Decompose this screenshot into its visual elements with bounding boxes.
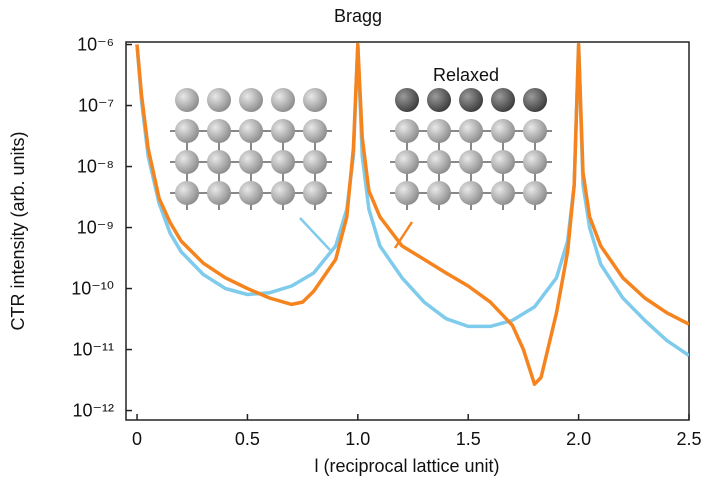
atom [459,88,483,112]
x-tick-label: 0.5 [235,429,260,449]
atom [491,181,515,205]
atom [207,119,231,143]
x-tick-label: 2.5 [676,429,701,449]
atom [207,181,231,205]
y-tick-label: 10⁻⁷ [78,96,114,116]
atom [491,150,515,174]
atom [523,119,547,143]
atom [207,88,231,112]
atom [175,119,199,143]
atom [459,150,483,174]
annotation-bragg: Bragg [334,6,382,26]
atom [175,88,199,112]
atom [271,88,295,112]
atom [395,88,419,112]
atom [523,88,547,112]
atom [459,181,483,205]
y-tick-label: 10⁻⁹ [77,218,114,238]
atom [303,88,327,112]
pointer-arrow [393,221,414,249]
y-tick-label: 10⁻¹⁰ [71,279,114,299]
atom [175,150,199,174]
atom [271,181,295,205]
atom [303,150,327,174]
atom [427,181,451,205]
atom [303,119,327,143]
atom [271,119,295,143]
atom [491,88,515,112]
atom [395,181,419,205]
data-line [135,42,689,386]
atom [239,181,263,205]
atom [239,150,263,174]
y-tick-label: 10⁻⁶ [77,35,114,55]
atom [175,181,199,205]
atom [459,119,483,143]
atom [395,150,419,174]
atom [207,150,231,174]
x-tick-label: 1.0 [345,429,370,449]
atom [427,150,451,174]
annotation-relaxed: Relaxed [433,65,499,85]
atom [239,119,263,143]
x-axis-label: l (reciprocal lattice unit) [314,456,499,476]
y-tick-label: 10⁻¹² [72,401,114,421]
atom [395,119,419,143]
atom [427,88,451,112]
y-tick-label: 10⁻⁸ [77,157,114,177]
atom [523,181,547,205]
y-axis-label: CTR intensity (arb. units) [8,131,28,330]
atom [239,88,263,112]
atom [303,181,327,205]
y-tick-label: 10⁻¹¹ [72,340,114,360]
atom [523,150,547,174]
atom [271,150,295,174]
x-tick-label: 2.0 [566,429,591,449]
lattice-illustration [170,88,552,210]
atom [427,119,451,143]
data-line [135,42,689,357]
plot-frame [125,41,690,421]
x-tick-label: 1.5 [456,429,481,449]
x-tick-label: 0 [132,429,142,449]
atom [491,119,515,143]
pointer-arrow [299,217,331,251]
